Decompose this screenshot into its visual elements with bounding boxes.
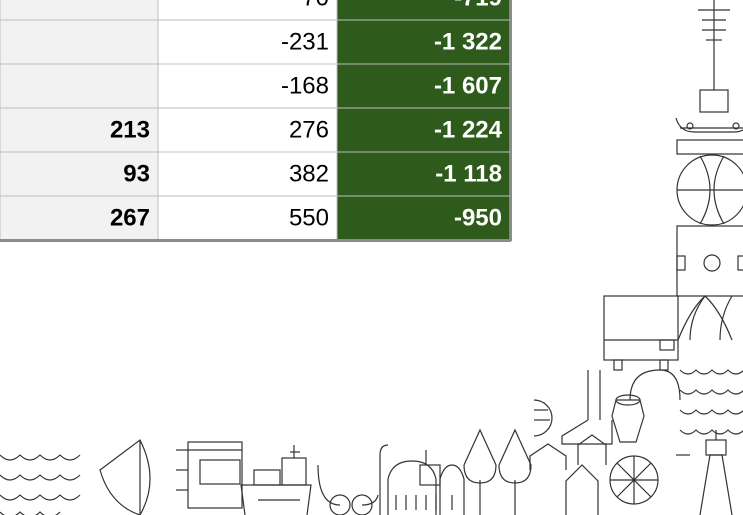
table-cell — [157, 195, 338, 241]
cell-text: 382 — [289, 160, 329, 187]
table-cell — [336, 107, 511, 153]
table-cell — [157, 19, 338, 65]
table-cell — [157, 151, 338, 197]
cell-text: -719 — [454, 0, 502, 11]
table-cell — [336, 195, 511, 241]
cell-text: -168 — [281, 72, 329, 99]
cell-text: -950 — [454, 204, 502, 231]
cell-text: 93 — [123, 160, 150, 187]
table-cell — [0, 0, 159, 21]
table-cell — [0, 63, 159, 109]
cell-text: 550 — [289, 204, 329, 231]
cell-text: 267 — [110, 204, 150, 231]
cell-text: -1 224 — [434, 116, 503, 143]
cell-text: -1 322 — [434, 28, 502, 55]
cell-text: -1 607 — [434, 72, 502, 99]
table: -70 -719 -231 -1 322 -168 -1 607 213 276 -1 224 9… — [0, 0, 512, 242]
cell-text: -1 118 — [435, 160, 502, 187]
cell-text: -231 — [281, 28, 329, 55]
table-cell — [157, 63, 338, 109]
cell-text: 276 — [289, 116, 329, 143]
table-cell — [336, 63, 511, 109]
table-cell — [0, 19, 159, 65]
cell-text: 213 — [110, 116, 150, 143]
cell-text: -70 — [294, 0, 329, 11]
